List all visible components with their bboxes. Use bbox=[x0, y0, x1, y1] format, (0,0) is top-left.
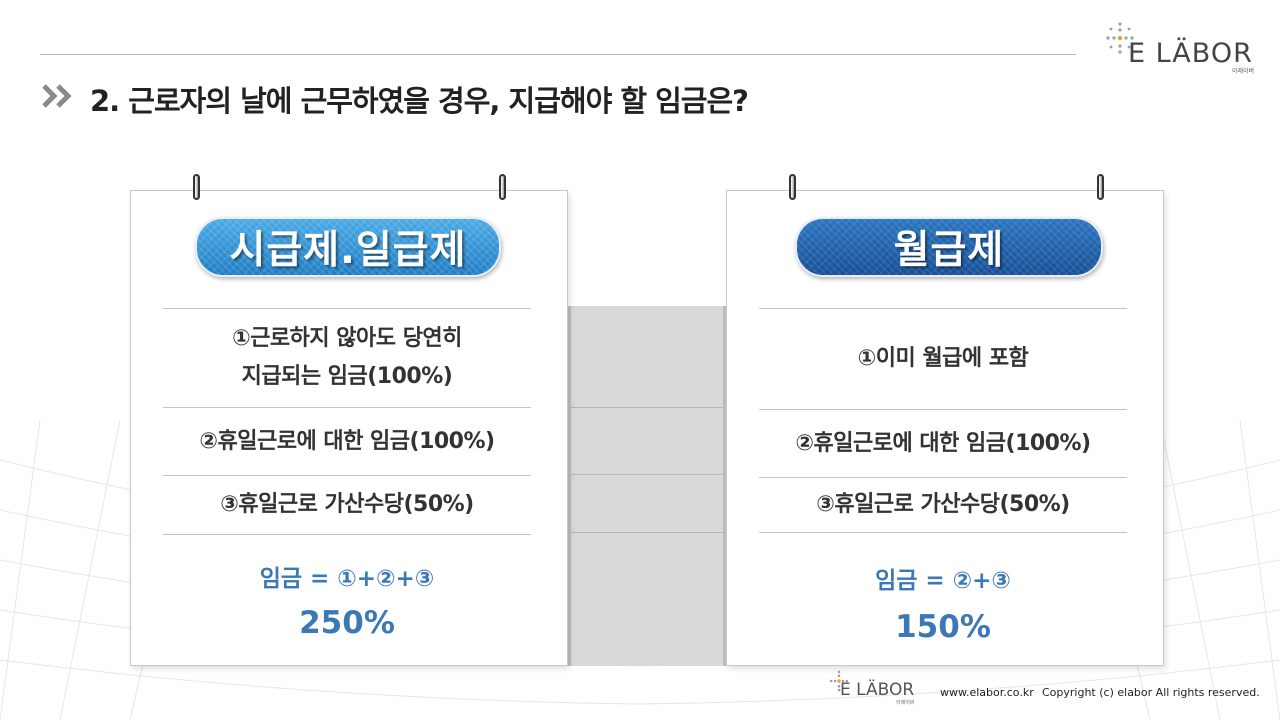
divider bbox=[759, 532, 1127, 533]
item-text: ①이미 월급에 포함 bbox=[857, 346, 1029, 371]
divider bbox=[163, 308, 531, 309]
connector-divider bbox=[571, 474, 723, 475]
header-rule bbox=[40, 54, 1076, 55]
footer-logo-subtext: 이래이버 bbox=[896, 700, 915, 706]
item-text: ②휴일근로에 대한 임금(100%) bbox=[199, 428, 495, 454]
divider bbox=[163, 407, 531, 408]
divider bbox=[163, 475, 531, 476]
monthly-wage-card: 월급제 ①이미 월급에 포함 ②휴일근로에 대한 임금(100%) ③휴일근로 … bbox=[726, 174, 1164, 666]
item-text: ③휴일근로 가산수당(50%) bbox=[816, 492, 1070, 517]
item-text: ①근로하지 않아도 당연히 bbox=[232, 326, 462, 351]
logo-subtext: 이래이버 bbox=[1232, 68, 1255, 75]
list-item: ②휴일근로에 대한 임금(100%) bbox=[163, 408, 531, 475]
chevron-double-right-icon bbox=[42, 84, 72, 108]
list-item: ②휴일근로에 대한 임금(100%) bbox=[759, 410, 1127, 477]
item-text: ②휴일근로에 대한 임금(100%) bbox=[795, 430, 1091, 456]
list-item: ①이미 월급에 포함 bbox=[759, 309, 1127, 409]
divider bbox=[759, 308, 1127, 309]
list-item: ③휴일근로 가산수당(50%) bbox=[759, 478, 1127, 532]
wage-total: 150% bbox=[895, 609, 991, 645]
card-connector bbox=[568, 306, 726, 666]
card-heading: 시급제.일급제 bbox=[195, 217, 501, 277]
copyright-text: Copyright (c) elabor All rights reserved… bbox=[1042, 686, 1260, 699]
wage-formula: 임금 = ①+②+③ bbox=[259, 566, 435, 592]
brand-logo: E LÄBOR 이래이버 bbox=[1100, 18, 1265, 75]
hourly-daily-wage-card: 시급제.일급제 ①근로하지 않아도 당연히 지급되는 임금(100%) ②휴일근… bbox=[130, 174, 568, 666]
list-item: ③휴일근로 가산수당(50%) bbox=[163, 476, 531, 534]
connector-divider bbox=[571, 532, 723, 533]
website-link[interactable]: www.elabor.co.kr bbox=[940, 686, 1034, 699]
binder-ring-icon bbox=[499, 174, 506, 200]
divider bbox=[163, 534, 531, 535]
footer-logo-wordmark: E LÄBOR bbox=[840, 680, 915, 700]
footer: E LÄBOR 이래이버 www.elabor.co.kr Copyright … bbox=[826, 668, 1266, 708]
wage-formula: 임금 = ②+③ bbox=[875, 568, 1011, 594]
wage-total: 250% bbox=[299, 605, 395, 641]
starburst-logo-icon bbox=[829, 670, 849, 692]
starburst-logo-icon bbox=[1106, 22, 1134, 54]
item-text: 지급되는 임금(100%) bbox=[241, 364, 453, 389]
divider bbox=[759, 409, 1127, 410]
connector-divider bbox=[571, 407, 723, 408]
page-title: 2. 근로자의 날에 근무하였을 경우, 지급해야 할 임금은? bbox=[90, 84, 749, 118]
footer-logo: E LÄBOR 이래이버 bbox=[826, 668, 936, 706]
binder-ring-icon bbox=[193, 174, 200, 200]
logo-wordmark: E LÄBOR bbox=[1128, 38, 1253, 69]
card-heading: 월급제 bbox=[795, 217, 1103, 277]
list-item: ①근로하지 않아도 당연히 지급되는 임금(100%) bbox=[163, 309, 531, 407]
divider bbox=[759, 477, 1127, 478]
binder-ring-icon bbox=[1097, 174, 1104, 200]
item-text: ③휴일근로 가산수당(50%) bbox=[220, 492, 474, 517]
binder-ring-icon bbox=[789, 174, 796, 200]
